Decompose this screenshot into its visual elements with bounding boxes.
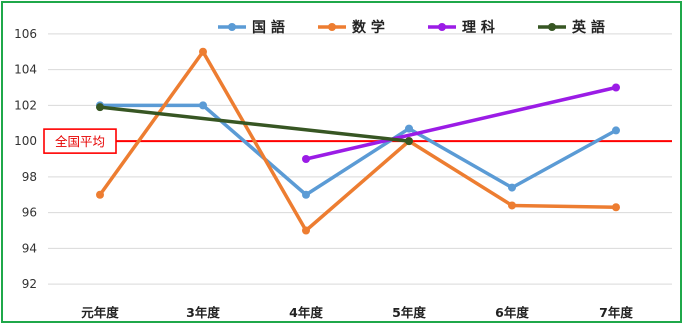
series-3 <box>302 83 620 163</box>
data-point <box>302 226 310 235</box>
legend-label: 理 科 <box>462 19 495 36</box>
chart-frame <box>1 1 682 323</box>
series-line <box>98 103 618 197</box>
data-point <box>199 47 207 56</box>
y-tick-label: 106 <box>14 27 37 41</box>
x-tick-label: 7年度 <box>599 305 633 320</box>
series-line <box>98 50 618 233</box>
legend-swatch-marker <box>438 23 446 31</box>
legend-swatch-marker <box>228 23 236 31</box>
y-tick-label: 104 <box>14 63 37 77</box>
reference-line-group: 全国平均 <box>43 128 672 154</box>
series-line <box>304 85 618 161</box>
y-tick-label: 102 <box>14 98 37 112</box>
series-line <box>98 105 411 143</box>
data-point <box>612 203 620 212</box>
data-point <box>612 83 620 92</box>
series-group <box>96 47 620 235</box>
y-tick-label: 98 <box>22 170 37 184</box>
series-4 <box>96 103 413 146</box>
data-point <box>96 103 104 112</box>
x-tick-label: 元年度 <box>81 305 119 320</box>
data-point <box>96 190 104 199</box>
data-point <box>405 124 413 133</box>
data-point <box>508 201 516 210</box>
data-point <box>302 155 310 163</box>
reference-line-label: 全国平均 <box>55 134 105 149</box>
data-point <box>199 101 207 110</box>
reference-line-label-box <box>43 128 117 154</box>
y-tick-label: 94 <box>22 241 37 255</box>
y-axis-ticks: 92 94 96 98 100 102 104 106 <box>14 27 37 291</box>
x-tick-label: 5年度 <box>392 305 426 320</box>
y-tick-label: 92 <box>22 277 37 291</box>
x-tick-label: 4年度 <box>289 305 323 320</box>
legend-label: 国 語 <box>252 19 285 36</box>
y-tick-label: 96 <box>22 206 37 220</box>
y-tick-label: 100 <box>14 134 37 148</box>
legend-swatch-marker <box>328 23 336 31</box>
x-tick-label: 6年度 <box>495 305 529 320</box>
legend-label: 英 語 <box>571 19 605 36</box>
x-axis-ticks: 元年度 3年度 4年度 5年度 6年度 7年度 <box>81 305 633 320</box>
data-point <box>405 137 413 146</box>
data-point <box>302 190 310 199</box>
legend: 国 語数 学理 科英 語 <box>218 19 605 36</box>
x-tick-label: 3年度 <box>186 305 220 320</box>
legend-label: 数 学 <box>352 19 385 36</box>
legend-swatch-marker <box>548 23 556 31</box>
data-point <box>612 126 620 135</box>
data-point <box>508 183 516 192</box>
